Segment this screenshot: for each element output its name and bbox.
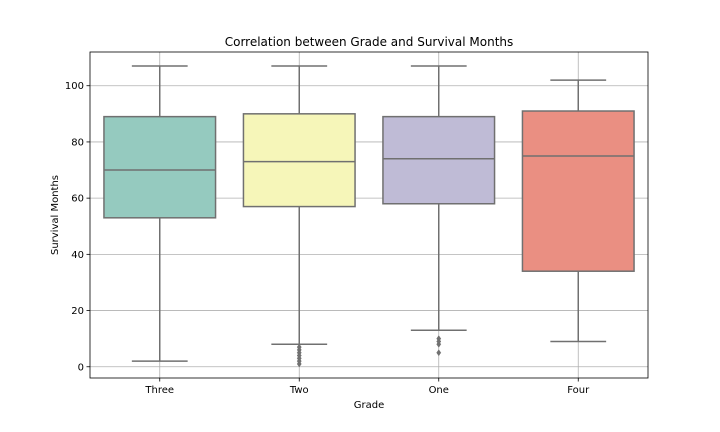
y-tick-label: 20 (71, 306, 84, 317)
x-tick-label: Two (289, 385, 309, 396)
y-axis-ticks: 0 20 40 60 80 100 (65, 81, 90, 373)
outlier-point (436, 349, 442, 357)
box-three (103, 65, 217, 362)
iqr-box (382, 115, 496, 205)
box-four (521, 79, 635, 343)
y-tick-label: 60 (71, 194, 84, 205)
y-tick-label: 0 (78, 362, 84, 373)
x-tick-label: Three (144, 385, 174, 396)
plot-area-frame (89, 51, 649, 379)
chart-title: Correlation between Grade and Survival M… (225, 35, 514, 49)
x-tick-label: One (429, 385, 449, 396)
outlier-point (436, 340, 442, 348)
box-one (382, 65, 496, 357)
y-tick-label: 80 (71, 137, 84, 148)
x-axis-label: Grade (354, 400, 385, 411)
outlier-point (296, 360, 302, 368)
iqr-box (103, 115, 217, 219)
y-tick-label: 40 (71, 250, 84, 261)
x-axis-ticks: Three Two One Four (144, 378, 590, 396)
iqr-box (242, 113, 356, 208)
y-tick-label: 100 (65, 81, 84, 92)
x-tick-label: Four (567, 385, 590, 396)
box-two (242, 65, 356, 368)
boxes-layer (103, 65, 635, 368)
iqr-box (521, 110, 635, 272)
y-axis-label: Survival Months (50, 175, 61, 255)
